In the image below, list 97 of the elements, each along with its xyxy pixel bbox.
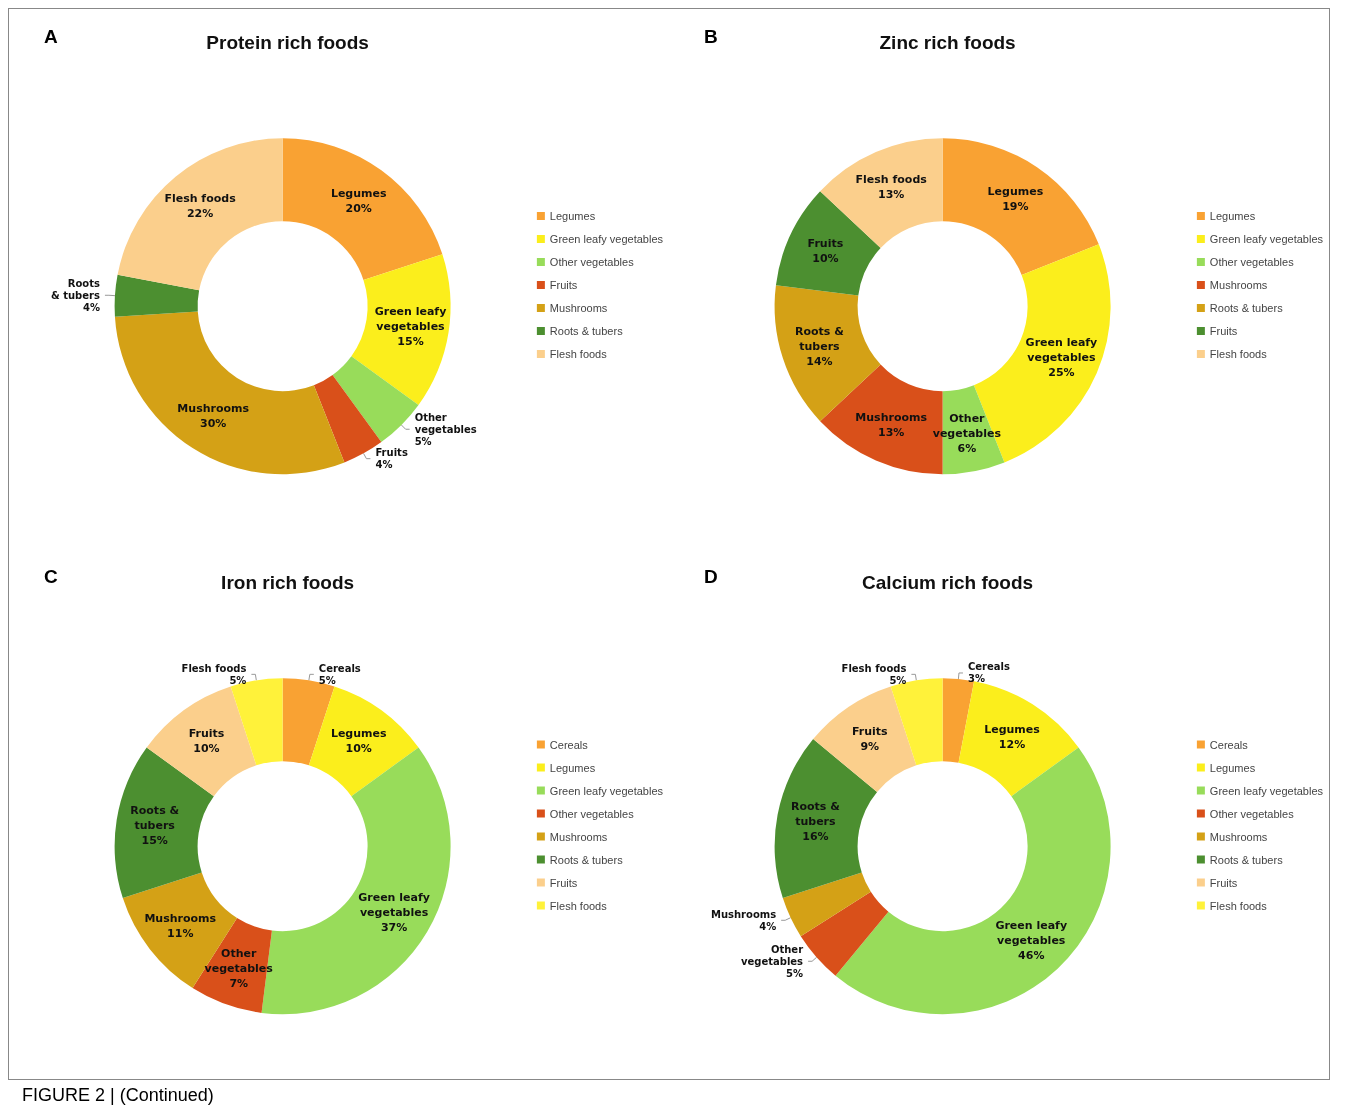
text: B — [704, 26, 718, 48]
slice-label: Flesh foods — [164, 192, 237, 206]
legend-label: Legumes — [549, 210, 596, 222]
legend-label: Green leafy vegetables — [1209, 233, 1324, 245]
data-label: 15% — [141, 834, 168, 848]
legend-label: Mushrooms — [549, 302, 608, 314]
legend-label: Cereals — [1209, 738, 1249, 751]
data-label: 30% — [200, 416, 227, 430]
slice-label: Cereals — [967, 661, 1010, 673]
slice-label: Flesh foods — [841, 662, 907, 674]
slice-label: Cereals — [318, 662, 361, 674]
slice-label: Other vegetables — [740, 943, 804, 967]
slice-label: Legumes — [330, 187, 387, 201]
data-label: 5% — [229, 674, 247, 686]
data-label: 16% — [802, 830, 829, 844]
text: C — [44, 566, 58, 588]
data-label: 12% — [998, 737, 1026, 751]
legend-label: Flesh foods — [549, 899, 608, 912]
data-label: 10% — [193, 742, 220, 756]
legend-label: Roots & tubers — [549, 853, 624, 866]
slice-label: Fruits — [188, 727, 225, 741]
text: A — [44, 26, 58, 48]
data-label: 5% — [889, 674, 907, 686]
slice-label: Flesh foods — [855, 173, 928, 187]
slice-label: Fruits — [807, 237, 844, 251]
data-label: 6% — [957, 441, 977, 455]
slice-label: Roots & tubers — [790, 800, 841, 829]
data-label: 5% — [414, 435, 432, 447]
slice-label: Mushrooms — [144, 911, 217, 925]
legend-label: Legumes — [1209, 761, 1256, 774]
data-label: 5% — [318, 674, 336, 686]
data-label: 19% — [1002, 200, 1029, 214]
data-label: 22% — [186, 207, 214, 221]
legend-label: Green leafy vegetables — [1209, 784, 1324, 797]
data-label: 9% — [860, 740, 880, 754]
slice-label: Roots & tubers — [130, 804, 180, 833]
legend-label: Roots & tubers — [549, 325, 624, 337]
slice-label: Mushrooms — [855, 411, 928, 425]
chart-title: Zinc rich foods — [879, 32, 1016, 53]
data-label: 10% — [812, 252, 839, 266]
data-label: 20% — [345, 202, 372, 216]
slice-label: Green leafy vegetables — [1025, 336, 1098, 365]
slice-label: Roots & tubers — [51, 277, 100, 301]
legend-label: Roots & tubers — [1209, 302, 1284, 314]
legend-label: Green leafy vegetables — [549, 233, 664, 245]
chart-title: Calcium rich foods — [862, 572, 1034, 593]
slice-label: Mushrooms — [710, 908, 777, 920]
legend-label: Other vegetables — [549, 807, 635, 820]
legend-label: Cereals — [549, 738, 589, 751]
legend-label: Mushrooms — [1209, 279, 1268, 291]
data-label: 14% — [806, 354, 833, 368]
data-label: 10% — [345, 742, 372, 756]
slice-label: Green leafy vegetables — [995, 919, 1068, 948]
caption: FIGURE 2 | (Continued) — [22, 1085, 214, 1106]
chart-title: Protein rich foods — [206, 32, 369, 53]
legend-label: Flesh foods — [1209, 899, 1268, 912]
data-label: 4% — [759, 920, 777, 932]
legend-label: Other vegetables — [1209, 807, 1295, 820]
slice-label: Mushrooms — [177, 401, 250, 415]
chart-title: Iron rich foods — [221, 572, 355, 593]
legend-label: Legumes — [549, 761, 596, 774]
data-label: 13% — [878, 188, 905, 202]
data-label: 3% — [967, 673, 985, 685]
data-label: 7% — [229, 976, 249, 990]
text: D — [704, 566, 718, 588]
legend-label: Fruits — [1209, 876, 1238, 889]
data-label: 4% — [375, 459, 393, 471]
legend-label: Roots & tubers — [1209, 853, 1284, 866]
legend-label: Fruits — [549, 876, 578, 889]
slice-label: Other vegetables — [414, 411, 477, 435]
legend-label: Legumes — [1209, 210, 1256, 222]
data-label: 37% — [380, 920, 408, 934]
legend-label: Green leafy vegetables — [549, 784, 664, 797]
data-label: 4% — [82, 301, 100, 313]
data-label: 13% — [878, 426, 905, 440]
data-label: 46% — [1018, 949, 1045, 963]
legend-label: Flesh foods — [549, 348, 608, 360]
slice-label: Flesh foods — [181, 662, 247, 674]
slice-label: Legumes — [984, 722, 1041, 736]
slice-label: Legumes — [987, 185, 1044, 199]
legend-label: Flesh foods — [1209, 348, 1268, 360]
data-label: 5% — [786, 967, 804, 979]
legend-label: Other vegetables — [1209, 256, 1295, 268]
legend-label: Fruits — [549, 279, 578, 291]
data-label: 11% — [167, 926, 194, 940]
legend-label: Mushrooms — [1209, 830, 1268, 843]
legend-label: Other vegetables — [549, 256, 635, 268]
slice-label: Roots & tubers — [795, 324, 845, 353]
slice-label: Fruits — [851, 725, 889, 739]
slice-label: Green leafy vegetables — [358, 890, 430, 919]
data-label: 25% — [1048, 366, 1075, 380]
slice-label: Legumes — [330, 727, 387, 741]
slice-label: Green leafy vegetables — [374, 304, 447, 333]
legend-label: Fruits — [1209, 325, 1238, 337]
slice-label: Fruits — [375, 447, 408, 459]
legend-label: Mushrooms — [549, 830, 608, 843]
data-label: 15% — [397, 334, 424, 348]
